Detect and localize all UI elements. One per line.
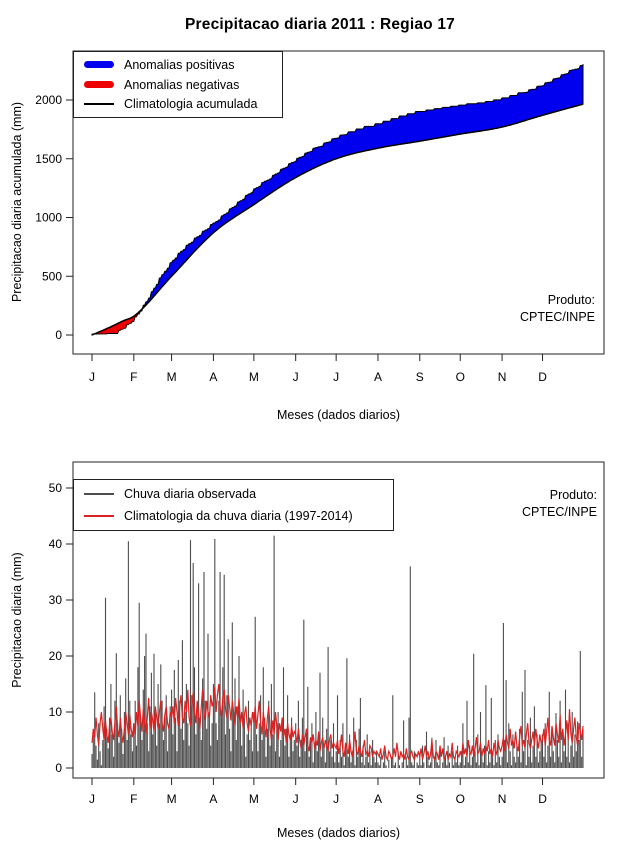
product-note-line: CPTEC/INPE xyxy=(521,505,597,519)
legend-item-climatology-accumulated: Climatologia acumulada xyxy=(84,97,282,111)
x-tick-label: A xyxy=(209,792,217,806)
observed-rain-swatch-icon xyxy=(84,493,114,496)
x-tick-label: J xyxy=(333,370,339,384)
legend-label: Chuva diaria observada xyxy=(124,487,257,502)
product-note-line: CPTEC/INPE xyxy=(519,310,595,324)
y-tick-label: 0 xyxy=(55,328,62,342)
x-tick-label: J xyxy=(293,370,299,384)
x-axis-title-bottom: Meses (dados diarios) xyxy=(277,826,400,840)
legend-item-observed-rain: Chuva diaria observada xyxy=(84,487,393,501)
x-tick-label: J xyxy=(89,792,95,806)
legend-item-daily-climatology: Climatologia da chuva diaria (1997-2014) xyxy=(84,509,393,523)
legend-label: Climatologia acumulada xyxy=(124,97,258,112)
x-tick-label: N xyxy=(498,370,507,384)
x-tick-label: F xyxy=(130,792,137,806)
y-axis-title-bottom: Precipitacao diaria (mm) xyxy=(10,552,24,688)
x-tick-label: J xyxy=(333,792,339,806)
x-tick-label: M xyxy=(167,792,177,806)
y-tick-label: 2000 xyxy=(35,93,62,107)
negative-anomaly-swatch-icon xyxy=(84,81,114,88)
x-tick-label: O xyxy=(456,792,465,806)
y-tick-label: 50 xyxy=(49,481,63,495)
y-tick-label: 1500 xyxy=(35,152,62,166)
y-axis-title-top: Precipitacao diaria acumulada (mm) xyxy=(10,101,24,303)
x-tick-label: A xyxy=(374,370,382,384)
y-tick-label: 30 xyxy=(49,593,63,607)
x-tick-label: F xyxy=(130,370,137,384)
y-tick-label: 1000 xyxy=(35,211,62,225)
x-tick-label: M xyxy=(249,792,259,806)
y-tick-label: 500 xyxy=(42,269,62,283)
y-tick-label: 20 xyxy=(49,649,63,663)
x-tick-label: M xyxy=(249,370,259,384)
top-plot-border xyxy=(72,50,605,355)
x-tick-label: S xyxy=(416,370,424,384)
x-tick-label: A xyxy=(209,370,217,384)
legend-bottom-chart: Chuva diaria observada Climatologia da c… xyxy=(73,479,394,531)
y-tick-label: 10 xyxy=(49,705,63,719)
x-tick-label: S xyxy=(416,792,424,806)
negative-anomaly-area xyxy=(91,305,144,336)
main-title: Precipitacao diaria 2011 : Regiao 17 xyxy=(185,16,455,33)
product-note-line: Produto: xyxy=(549,488,597,502)
daily-climatology-line xyxy=(91,683,584,762)
legend-item-positive-anomalies: Anomalias positivas xyxy=(84,58,282,72)
x-tick-label: J xyxy=(293,792,299,806)
x-axis-title-top: Meses (dados diarios) xyxy=(277,408,400,422)
climatology-line-swatch-icon xyxy=(84,103,114,106)
x-tick-label: O xyxy=(456,370,465,384)
daily-climatology-swatch-icon xyxy=(84,514,114,517)
legend-label: Anomalias negativas xyxy=(124,77,240,92)
accumulated-climatology-line xyxy=(91,103,584,336)
x-tick-label: M xyxy=(167,370,177,384)
legend-label: Anomalias positivas xyxy=(124,57,235,72)
x-tick-label: N xyxy=(498,792,507,806)
bottom-plot-border xyxy=(72,461,605,779)
legend-label: Climatologia da chuva diaria (1997-2014) xyxy=(124,508,353,523)
y-tick-label: 0 xyxy=(55,761,62,775)
legend-top-chart: Anomalias positivas Anomalias negativas … xyxy=(73,51,283,118)
product-note-line: Produto: xyxy=(547,293,595,307)
positive-anomaly-swatch-icon xyxy=(84,61,114,69)
x-tick-label: D xyxy=(538,792,547,806)
x-tick-label: A xyxy=(374,792,382,806)
x-tick-label: J xyxy=(89,370,95,384)
x-tick-label: D xyxy=(538,370,547,384)
legend-item-negative-anomalies: Anomalias negativas xyxy=(84,78,282,92)
product-note-bottom: Produto: CPTEC/INPE xyxy=(522,487,597,521)
y-tick-label: 40 xyxy=(49,537,63,551)
product-note-top: Produto: CPTEC/INPE xyxy=(520,292,595,326)
